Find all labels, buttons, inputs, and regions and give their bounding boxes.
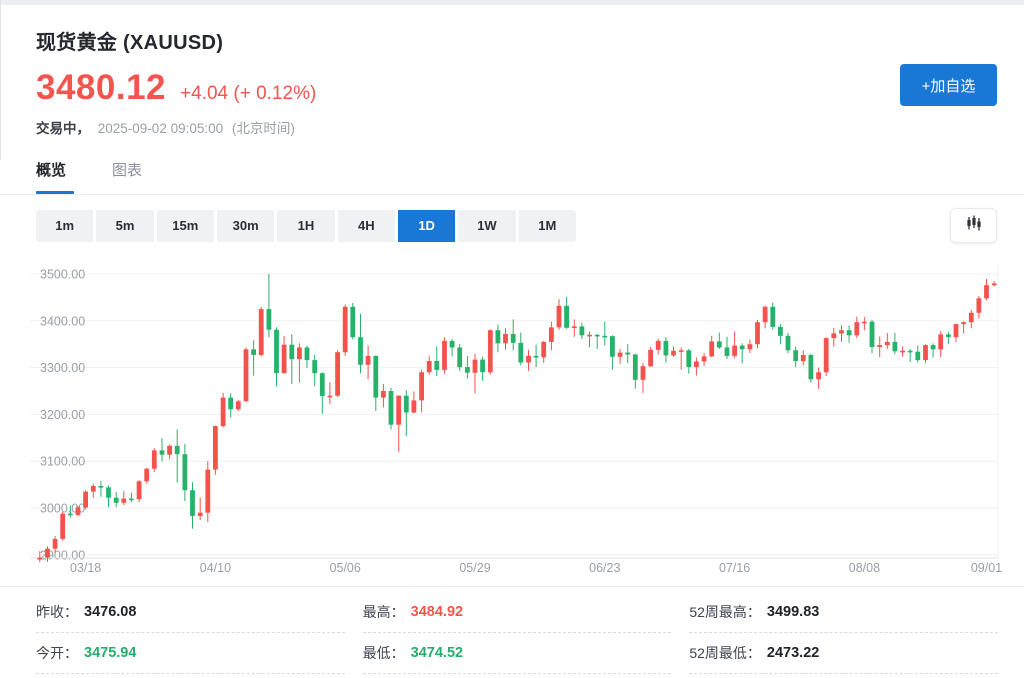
- svg-text:3000.00: 3000.00: [40, 502, 85, 516]
- stat-label: 最低：: [362, 645, 405, 661]
- range-1D[interactable]: 1D: [397, 209, 456, 242]
- range-1M[interactable]: 1M: [518, 209, 576, 242]
- svg-text:09/01: 09/01: [971, 561, 1002, 575]
- chart-toolbar: 1m 5m 15m 30m 1H 4H 1D 1W 1M: [36, 208, 997, 243]
- range-selector: 1m 5m 15m 30m 1H 4H 1D 1W 1M: [36, 209, 576, 242]
- stat-label: 52周最低：: [689, 645, 761, 661]
- range-1W[interactable]: 1W: [458, 209, 516, 242]
- range-4H[interactable]: 4H: [337, 209, 395, 242]
- svg-text:04/10: 04/10: [200, 561, 231, 575]
- price-change: +4.04 (+ 0.12%): [180, 83, 317, 104]
- quote-header: 现货黄金 (XAUUSD) 3480.12 +4.04 (+ 0.12%) 交易…: [0, 0, 1024, 137]
- current-price: 3480.12: [36, 68, 167, 107]
- stat-label: 最高：: [362, 604, 405, 620]
- tab-overview[interactable]: 概览: [36, 159, 75, 194]
- stat-52w-high: 52周最高： 3499.83: [689, 592, 998, 633]
- svg-text:07/16: 07/16: [719, 561, 750, 575]
- svg-text:3200.00: 3200.00: [40, 408, 85, 422]
- svg-text:05/29: 05/29: [459, 561, 490, 575]
- svg-text:2900.00: 2900.00: [40, 548, 85, 562]
- svg-text:08/08: 08/08: [849, 561, 880, 575]
- stat-value: 3484.92: [410, 604, 464, 620]
- stat-value: 3474.52: [410, 645, 464, 661]
- trading-status: 交易中，: [36, 121, 90, 136]
- chart-divider: [0, 586, 1024, 587]
- stat-label: 昨收：: [36, 604, 78, 620]
- quote-timestamp: 2025-09-02 09:05:00: [97, 121, 224, 136]
- tab-chart[interactable]: 图表: [112, 162, 143, 179]
- stat-value: 2473.22: [766, 645, 820, 661]
- range-1H[interactable]: 1H: [277, 209, 335, 242]
- price-row: 3480.12 +4.04 (+ 0.12%): [36, 68, 996, 108]
- stat-open: 今开： 3475.94: [36, 633, 345, 674]
- range-5m[interactable]: 5m: [96, 209, 154, 242]
- tab-bar: 概览 图表: [0, 159, 1024, 195]
- stat-52w-low: 52周最低： 2473.22: [689, 633, 998, 674]
- status-row: 交易中， 2025-09-02 09:05:00 (北京时间): [36, 117, 996, 137]
- range-1m[interactable]: 1m: [36, 209, 94, 242]
- svg-text:3100.00: 3100.00: [40, 455, 85, 469]
- stat-high: 最高： 3484.92: [362, 592, 672, 633]
- stat-value: 3475.94: [84, 645, 137, 661]
- candlestick-icon: [964, 213, 984, 238]
- svg-text:3300.00: 3300.00: [40, 361, 85, 375]
- svg-text:06/23: 06/23: [589, 561, 620, 575]
- range-30m[interactable]: 30m: [216, 209, 275, 242]
- svg-text:05/06: 05/06: [330, 561, 361, 575]
- add-watchlist-button[interactable]: +加自选: [900, 64, 997, 106]
- candlestick-chart[interactable]: 3500.00 3400.00 3300.00 3200.00 3100.00 3000.…: [0, 258, 1024, 590]
- svg-text:03/18: 03/18: [70, 561, 101, 575]
- svg-text:3500.00: 3500.00: [40, 268, 85, 282]
- timezone-label: (北京时间): [231, 121, 295, 136]
- stat-label: 52周最高：: [689, 604, 761, 620]
- chart-type-button[interactable]: [950, 208, 997, 243]
- page-title: 现货黄金 (XAUUSD): [36, 32, 224, 54]
- svg-text:3400.00: 3400.00: [40, 314, 85, 328]
- left-edge-line: [0, 0, 1, 160]
- stat-low: 最低： 3474.52: [362, 633, 672, 674]
- top-strip: [0, 0, 1024, 5]
- stats-grid: 昨收： 3476.08 最高： 3484.92 52周最高： 3499.83 今开： 3475…: [0, 592, 1024, 674]
- stat-value: 3476.08: [84, 604, 137, 620]
- stat-prev-close: 昨收： 3476.08: [36, 592, 345, 633]
- stat-value: 3499.83: [766, 604, 820, 620]
- range-15m[interactable]: 15m: [156, 209, 214, 242]
- stat-label: 今开：: [36, 645, 78, 661]
